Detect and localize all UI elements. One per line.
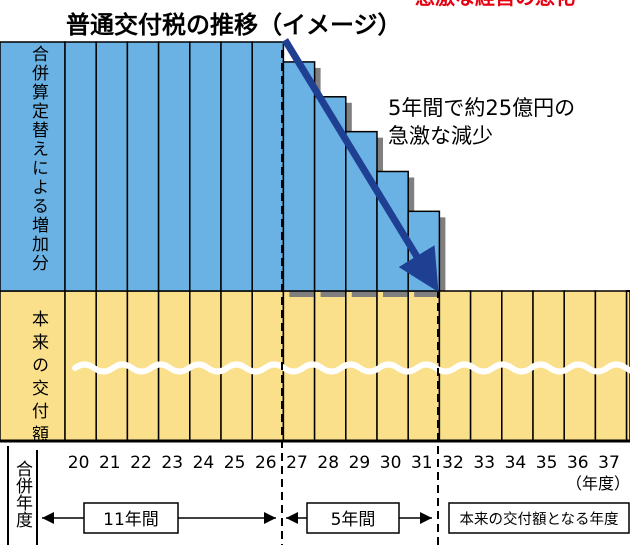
tick-labels: 20 21 22 23 24 25 26 27 28 29 30 31 32 33 34 35 36 37 bbox=[68, 453, 620, 473]
label-merger-year: 合併年度 bbox=[12, 460, 33, 528]
tick-label-27: 27 bbox=[286, 453, 308, 473]
period-label-5y: 5年間 bbox=[331, 510, 376, 530]
annotation-line2: 急激な減少 bbox=[388, 124, 493, 148]
wave-line bbox=[72, 361, 630, 375]
bar-increase-26 bbox=[251, 41, 285, 292]
tick-label-23: 23 bbox=[161, 453, 183, 473]
chart-title: 普通交付税の推移（イメージ） bbox=[66, 11, 402, 39]
bar-increase-25 bbox=[220, 41, 253, 292]
tick-label-36: 36 bbox=[567, 453, 589, 473]
tick-label-33: 33 bbox=[473, 453, 495, 473]
tick-label-28: 28 bbox=[317, 453, 339, 473]
decline-arrow bbox=[282, 38, 439, 292]
label-base: 本来の交付額 bbox=[28, 310, 49, 448]
bar-increase-21 bbox=[95, 41, 129, 292]
tick-label-31: 31 bbox=[411, 453, 433, 473]
tick-label-32: 32 bbox=[442, 453, 464, 473]
tick-label-20: 20 bbox=[68, 453, 90, 473]
tick-label-35: 35 bbox=[536, 453, 558, 473]
period-label-standard: 本来の交付額となる年度 bbox=[459, 510, 618, 528]
tick-label-37: 37 bbox=[598, 453, 620, 473]
bar-increase-27 bbox=[282, 61, 316, 292]
tick-label-25: 25 bbox=[224, 453, 246, 473]
tick-label-24: 24 bbox=[193, 453, 215, 473]
top-clipped-text: 急激な経営の悪化 bbox=[415, 0, 575, 9]
tick-label-34: 34 bbox=[505, 453, 527, 473]
period-label-11y: 11年間 bbox=[103, 510, 159, 530]
label-increase: 合併算定替えによる増加分 bbox=[28, 45, 49, 273]
annotation-line1: 5年間で約25億円の bbox=[388, 96, 575, 120]
increase-band-left bbox=[0, 41, 66, 292]
bar-increase-22 bbox=[126, 41, 160, 292]
x-unit: （年度） bbox=[566, 474, 630, 493]
tick-label-29: 29 bbox=[349, 453, 371, 473]
tick-label-22: 22 bbox=[130, 453, 152, 473]
bar-increase-29 bbox=[345, 130, 378, 292]
tick-label-26: 26 bbox=[255, 453, 277, 473]
bar-increase-24 bbox=[189, 41, 222, 292]
base-band-left bbox=[0, 290, 66, 442]
tick-label-30: 30 bbox=[380, 453, 402, 473]
bar-increase-23 bbox=[157, 41, 191, 292]
bar-increase-20 bbox=[64, 41, 97, 292]
tick-label-21: 21 bbox=[99, 453, 121, 473]
